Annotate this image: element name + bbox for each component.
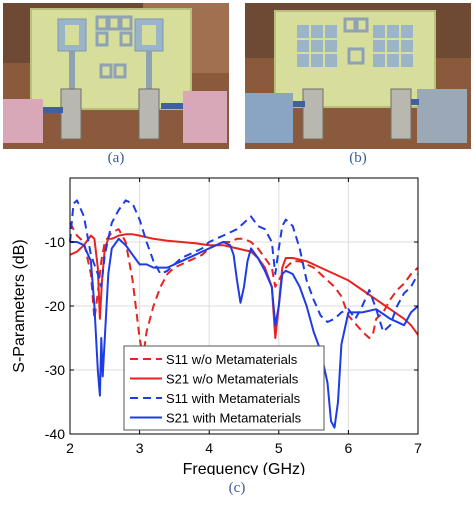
legend-entry-4: S21 with Metamaterials [166,411,302,426]
photo-a-antenna-without-metamaterials [3,3,229,149]
caption-c: (c) [228,480,246,496]
caption-b: (b) [349,150,367,166]
y-tick-label: -30 [45,362,65,378]
x-tick-label: 7 [414,440,422,456]
caption-a: (a) [107,150,125,166]
s-parameters-chart: 2 3 4 5 6 7 -40 -30 -20 -10 Frequency (GHz) S-Param… [11,177,422,475]
series-line-4 [70,237,419,429]
x-axis-title: Frequency (GHz) [183,461,306,475]
legend-entry-3: S11 with Metamaterials [166,391,301,406]
series-line-3 [69,199,419,333]
y-tick-label: -40 [45,426,65,442]
series-line-1 [69,222,419,359]
legend-entry-2: S21 w/o Metamaterials [166,372,299,387]
x-tick-label: 6 [345,440,353,456]
x-tick-label: 4 [205,440,213,456]
series-line-2 [69,233,419,339]
x-tick-label: 3 [136,440,144,456]
y-axis-title: S-Parameters (dB) [11,239,28,372]
legend-entry-1: S11 w/o Metamaterials [166,352,298,367]
photo-b-antenna-with-metamaterials [245,3,471,149]
x-tick-label: 5 [275,440,283,456]
x-tick-label: 2 [66,440,74,456]
y-tick-label: -10 [45,234,65,250]
y-tick-label: -20 [45,298,65,314]
legend: S11 w/o Metamaterials S21 w/o Metamateria… [123,345,325,431]
